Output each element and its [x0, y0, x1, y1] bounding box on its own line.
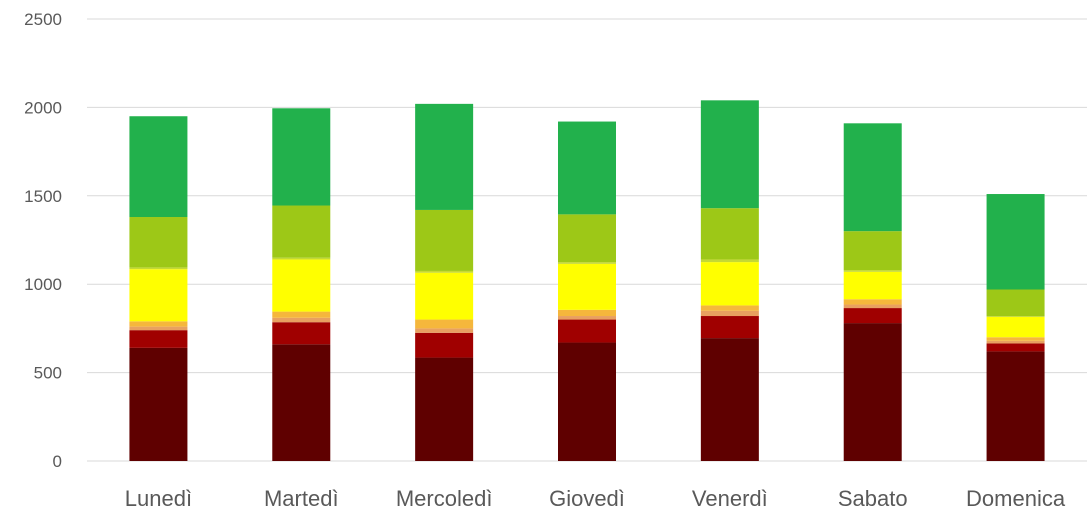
bar-segment [272, 108, 331, 206]
bar-segment [700, 338, 759, 461]
bar-segment [415, 209, 474, 271]
bar-segment [129, 330, 188, 348]
bar-segment [843, 123, 902, 232]
bar-segment [700, 100, 759, 209]
bar-segment [700, 208, 759, 260]
bar-segment [986, 194, 1045, 290]
bar-segment [700, 305, 759, 311]
bars [129, 100, 1045, 461]
x-category-label: Sabato [838, 486, 908, 509]
bar-segment [415, 328, 474, 333]
bar-segment [700, 316, 759, 339]
bar-segment [415, 332, 474, 358]
bar-segment [986, 289, 1045, 317]
bar-segment [272, 311, 331, 318]
y-tick-label: 2000 [24, 98, 62, 117]
bar-segment [558, 263, 616, 310]
x-category-label: Martedì [264, 486, 339, 509]
bar-stack-6 [986, 194, 1045, 461]
bar-segment [272, 344, 331, 461]
bar-segment [986, 351, 1045, 461]
bar-segment [986, 316, 1045, 338]
bar-segment [558, 121, 616, 215]
bar-segment [129, 326, 188, 331]
bar-stack-1 [272, 108, 331, 461]
bar-stack-3 [558, 121, 616, 461]
bar-segment [415, 319, 474, 329]
bar-segment [558, 214, 616, 263]
bar-segment [843, 271, 902, 300]
bar-segment [700, 310, 759, 317]
bar-segment [843, 270, 902, 272]
bar-segment [272, 205, 331, 258]
x-category-label: Mercoledì [396, 486, 493, 509]
bar-segment [843, 299, 902, 305]
y-tick-label: 1000 [24, 275, 62, 294]
bar-stack-5 [843, 123, 902, 461]
bar-segment [843, 323, 902, 461]
bar-segment [415, 103, 474, 210]
bar-stack-4 [700, 100, 759, 461]
bar-segment [558, 316, 616, 320]
bar-segment [986, 343, 1045, 352]
x-axis-category-labels: Lunedì Martedì Mercoledì Giovedì Venerdì Saba… [125, 486, 1066, 509]
bar-segment [558, 342, 616, 461]
bar-stack-2 [415, 103, 474, 461]
bar-segment [843, 304, 902, 309]
x-category-label: Lunedì [125, 486, 192, 509]
y-tick-label: 500 [34, 364, 62, 383]
y-tick-label: 1500 [24, 187, 62, 206]
x-category-label: Giovedì [549, 486, 625, 509]
bar-segment [272, 259, 331, 312]
bar-segment [558, 309, 616, 317]
bar-segment [415, 357, 474, 461]
y-tick-label: 2500 [24, 10, 62, 29]
bar-segment [843, 308, 902, 324]
bar-segment [272, 322, 331, 345]
bar-segment [415, 272, 474, 320]
y-tick-label: 0 [53, 452, 62, 471]
bar-segment [700, 262, 759, 306]
bar-segment [272, 257, 331, 260]
bar-segment [129, 321, 188, 327]
bar-segment [415, 270, 474, 273]
bar-segment [129, 116, 188, 218]
bar-segment [272, 317, 331, 323]
x-category-label: Domenica [966, 486, 1066, 509]
bar-segment [843, 231, 902, 271]
bar-stack-0 [129, 116, 188, 461]
bar-segment [129, 269, 188, 322]
bar-segment [986, 340, 1045, 344]
bar-segment [129, 217, 188, 268]
bar-segment [986, 316, 1045, 317]
bar-segment [700, 259, 759, 263]
bar-segment [558, 319, 616, 343]
x-category-label: Venerdì [692, 486, 768, 509]
y-axis-tick-labels: 0 500 1000 1500 2000 2500 [24, 10, 62, 471]
bar-segment [129, 347, 188, 461]
bar-segment [558, 262, 616, 264]
bar-segment [129, 267, 188, 270]
bar-segment [986, 337, 1045, 341]
